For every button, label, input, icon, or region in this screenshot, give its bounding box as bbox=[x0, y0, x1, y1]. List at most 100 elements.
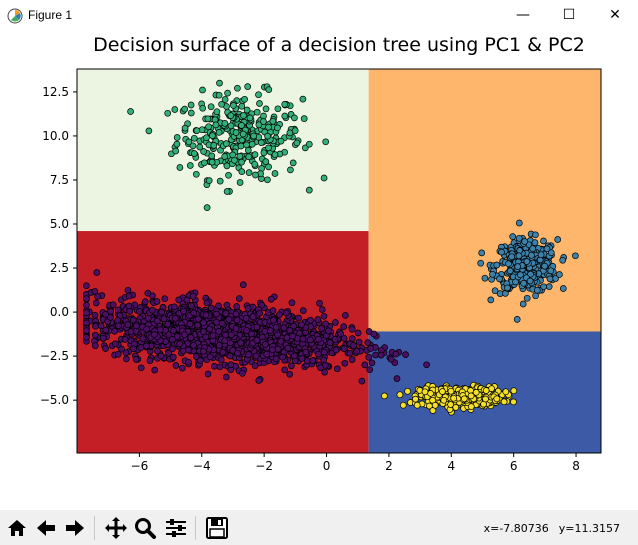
data-point bbox=[111, 327, 119, 335]
data-point bbox=[213, 318, 220, 326]
data-point bbox=[199, 104, 207, 112]
data-point bbox=[216, 342, 223, 349]
home-icon[interactable] bbox=[4, 515, 30, 541]
data-point bbox=[277, 137, 285, 145]
data-point bbox=[190, 150, 198, 157]
data-point bbox=[192, 170, 200, 178]
configure-subplots-icon[interactable] bbox=[163, 515, 189, 541]
data-point bbox=[209, 132, 216, 139]
chart-title: Decision surface of a decision tree usin… bbox=[93, 34, 585, 56]
back-icon[interactable] bbox=[33, 515, 59, 541]
data-point bbox=[245, 169, 253, 176]
data-point bbox=[545, 283, 553, 290]
data-point bbox=[262, 158, 270, 165]
data-point bbox=[361, 361, 369, 369]
data-point bbox=[355, 338, 363, 346]
data-point bbox=[281, 101, 289, 108]
data-point bbox=[136, 308, 143, 315]
data-point bbox=[102, 345, 109, 352]
data-point bbox=[169, 353, 177, 361]
matplotlib-logo-icon bbox=[7, 8, 23, 24]
data-point bbox=[91, 311, 99, 319]
data-point bbox=[137, 364, 145, 372]
data-point bbox=[226, 352, 234, 360]
data-point bbox=[472, 389, 480, 396]
data-point bbox=[127, 328, 135, 335]
data-point bbox=[221, 120, 229, 127]
save-icon[interactable] bbox=[204, 515, 230, 541]
data-point bbox=[452, 404, 460, 411]
data-point bbox=[236, 153, 244, 160]
data-point bbox=[320, 348, 328, 356]
data-point bbox=[368, 359, 376, 367]
data-point bbox=[531, 239, 539, 246]
data-point bbox=[290, 322, 297, 330]
maximize-button[interactable]: ☐ bbox=[562, 7, 576, 23]
minimize-button[interactable]: — bbox=[516, 7, 530, 23]
data-point bbox=[288, 299, 296, 307]
data-point bbox=[126, 308, 134, 315]
data-point bbox=[199, 86, 206, 94]
data-point bbox=[242, 315, 250, 322]
data-point bbox=[196, 143, 204, 151]
data-point bbox=[317, 364, 324, 372]
data-point bbox=[421, 388, 429, 396]
data-point bbox=[154, 347, 161, 355]
data-point bbox=[523, 294, 531, 302]
data-point bbox=[127, 108, 134, 115]
data-point bbox=[508, 253, 516, 261]
data-point bbox=[172, 362, 180, 369]
data-point bbox=[227, 122, 235, 130]
data-point bbox=[332, 346, 340, 354]
data-point bbox=[232, 325, 240, 332]
data-point bbox=[171, 106, 179, 113]
data-point bbox=[200, 328, 207, 335]
data-point bbox=[109, 301, 117, 309]
figure-canvas[interactable]: Decision surface of a decision tree usin… bbox=[0, 31, 638, 510]
data-point bbox=[265, 86, 273, 93]
data-point bbox=[274, 331, 282, 339]
data-point bbox=[200, 148, 207, 155]
data-point bbox=[239, 370, 246, 377]
data-point bbox=[439, 388, 446, 395]
chart: Decision surface of a decision tree usin… bbox=[40, 34, 602, 473]
data-point bbox=[288, 362, 295, 370]
data-point bbox=[255, 91, 262, 99]
forward-icon[interactable] bbox=[62, 515, 88, 541]
close-button[interactable]: ✕ bbox=[609, 7, 621, 23]
data-point bbox=[185, 358, 192, 366]
data-point bbox=[222, 331, 229, 339]
pan-icon[interactable] bbox=[103, 515, 129, 541]
data-point bbox=[515, 252, 523, 260]
data-point bbox=[367, 345, 375, 352]
plot-frame bbox=[76, 68, 602, 454]
data-point bbox=[321, 368, 328, 376]
data-point bbox=[498, 248, 505, 256]
data-point bbox=[404, 387, 411, 395]
data-point bbox=[450, 394, 458, 402]
data-point bbox=[221, 96, 229, 103]
data-point bbox=[387, 355, 395, 363]
data-point bbox=[354, 329, 362, 337]
data-point bbox=[192, 353, 200, 360]
data-point bbox=[91, 342, 99, 350]
data-point bbox=[102, 310, 109, 318]
zoom-icon[interactable] bbox=[132, 515, 158, 541]
data-point bbox=[322, 320, 329, 328]
data-point bbox=[153, 298, 161, 305]
data-point bbox=[208, 158, 216, 166]
data-point bbox=[500, 398, 508, 406]
data-point bbox=[559, 285, 567, 292]
data-point bbox=[181, 331, 188, 338]
data-point bbox=[164, 320, 172, 328]
data-point bbox=[194, 321, 202, 329]
data-point bbox=[83, 333, 90, 341]
x-tick-label: 8 bbox=[572, 459, 580, 473]
data-point bbox=[235, 295, 243, 302]
data-point bbox=[200, 319, 207, 327]
data-point bbox=[265, 123, 272, 131]
data-point bbox=[200, 347, 207, 355]
data-point bbox=[299, 335, 307, 343]
data-point bbox=[186, 162, 194, 169]
data-point bbox=[365, 353, 373, 361]
